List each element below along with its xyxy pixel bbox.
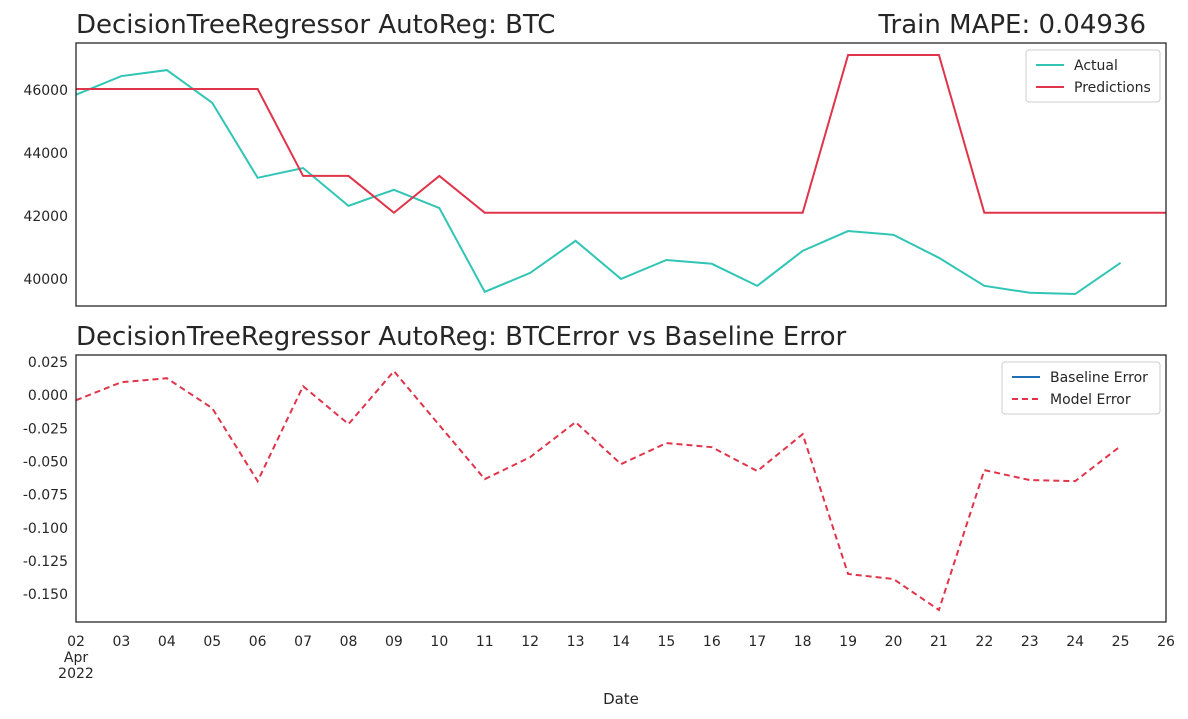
x-tick-label: 19 bbox=[839, 634, 857, 650]
y-tick-label: 0.025 bbox=[28, 355, 68, 371]
y-tick-label: -0.075 bbox=[23, 488, 68, 504]
legend-label: Baseline Error bbox=[1050, 370, 1148, 386]
series-line bbox=[76, 53, 1166, 215]
x-tick-label: 06 bbox=[248, 634, 267, 650]
legend-box bbox=[1001, 361, 1161, 415]
x-tick-label: 02 Apr 2022 bbox=[58, 634, 94, 682]
x-tick-label: 16 bbox=[702, 634, 721, 650]
x-tick-label: 15 bbox=[657, 634, 676, 650]
x-tick-label: 24 bbox=[1066, 634, 1085, 650]
chart-title: DecisionTreeRegressor AutoReg: BTC bbox=[76, 10, 555, 40]
legend-label: Predictions bbox=[1074, 80, 1151, 96]
y-tick-label: 40000 bbox=[23, 272, 68, 288]
x-tick-label: 05 bbox=[203, 634, 222, 650]
legend-label: Model Error bbox=[1050, 392, 1131, 408]
x-tick-label: 23 bbox=[1020, 634, 1039, 650]
y-tick-label: -0.150 bbox=[23, 587, 68, 603]
x-tick-label: 09 bbox=[384, 634, 403, 650]
x-tick-label: 22 bbox=[975, 634, 994, 650]
y-tick-label: -0.100 bbox=[23, 521, 68, 537]
y-tick-label: 44000 bbox=[23, 146, 68, 162]
x-tick-label: 13 bbox=[566, 634, 585, 650]
series-line bbox=[76, 369, 1122, 612]
x-tick-label: 26 bbox=[1157, 634, 1175, 650]
legend-box bbox=[1025, 49, 1161, 103]
x-tick-label: 04 bbox=[157, 634, 176, 650]
y-tick-label: -0.125 bbox=[23, 554, 68, 570]
axes-frame bbox=[75, 354, 1167, 623]
x-tick-label: 20 bbox=[884, 634, 903, 650]
x-tick-label: 03 bbox=[112, 634, 131, 650]
y-tick-label: 46000 bbox=[23, 83, 68, 99]
y-tick-label: 42000 bbox=[23, 209, 68, 225]
chart-title: DecisionTreeRegressor AutoReg: BTCError … bbox=[76, 322, 846, 352]
axes-frame bbox=[75, 42, 1167, 307]
x-tick-label: 21 bbox=[929, 634, 948, 650]
legend-label: Actual bbox=[1074, 58, 1118, 74]
x-tick-label: 10 bbox=[430, 634, 449, 650]
x-axis-label: Date bbox=[603, 690, 639, 708]
series-line bbox=[76, 69, 1122, 296]
y-tick-label: 0.000 bbox=[28, 388, 68, 404]
chart-right-title: Train MAPE: 0.04936 bbox=[877, 10, 1146, 40]
x-tick-label: 25 bbox=[1111, 634, 1130, 650]
y-tick-label: -0.050 bbox=[23, 455, 68, 471]
x-tick-label: 08 bbox=[339, 634, 358, 650]
x-tick-label: 11 bbox=[475, 634, 494, 650]
x-tick-label: 18 bbox=[793, 634, 812, 650]
x-tick-label: 17 bbox=[748, 634, 767, 650]
x-tick-label: 14 bbox=[612, 634, 630, 650]
y-tick-label: -0.025 bbox=[23, 421, 68, 437]
x-tick-label: 12 bbox=[521, 634, 540, 650]
x-tick-label: 07 bbox=[294, 634, 312, 650]
